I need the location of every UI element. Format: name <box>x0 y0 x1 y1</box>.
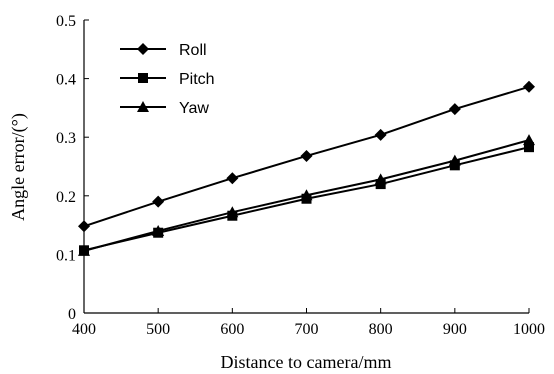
square-marker <box>524 142 534 153</box>
x-tick-label: 800 <box>369 321 393 338</box>
triangle-marker <box>137 101 149 112</box>
series-roll <box>78 80 535 233</box>
triangle-marker <box>226 206 239 218</box>
square-marker <box>138 73 148 83</box>
x-tick-label: 400 <box>72 321 96 338</box>
triangle-marker <box>523 134 535 146</box>
plot-area: 400 500 600 700 800 900 1000 0 0.1 0.2 0.3 0.4 0.5 <box>56 13 545 338</box>
x-tick-label: 900 <box>443 321 467 338</box>
diamond-marker <box>152 195 165 208</box>
legend-item-pitch: Pitch <box>120 71 215 88</box>
x-tick-label: 500 <box>146 321 170 338</box>
series-yaw <box>78 134 535 256</box>
y-tick-label: 0.1 <box>56 247 76 264</box>
triangle-marker <box>448 154 461 166</box>
diamond-marker <box>374 128 387 141</box>
legend: Roll Pitch Yaw <box>120 42 215 117</box>
x-ticks: 400 500 600 700 800 900 1000 <box>72 308 545 338</box>
x-axis-title: Distance to camera/mm <box>221 352 392 372</box>
diamond-marker <box>78 220 90 233</box>
legend-label: Roll <box>179 42 207 59</box>
triangle-marker <box>78 244 90 256</box>
legend-label: Yaw <box>179 100 209 117</box>
diamond-marker <box>523 80 535 93</box>
y-tick-label: 0.4 <box>56 72 76 89</box>
x-tick-label: 600 <box>220 321 244 338</box>
y-axis-title: Angle error/(°) <box>8 113 29 221</box>
legend-label: Pitch <box>179 71 215 88</box>
legend-item-roll: Roll <box>120 42 207 59</box>
triangle-marker <box>300 189 313 201</box>
x-tick-label: 1000 <box>513 321 545 338</box>
triangle-marker <box>152 224 165 236</box>
diamond-marker <box>226 172 239 185</box>
y-tick-label: 0.3 <box>56 130 76 147</box>
triangle-marker <box>374 173 387 185</box>
diamond-marker <box>137 43 149 55</box>
y-tick-label: 0.2 <box>56 189 76 206</box>
legend-item-yaw: Yaw <box>120 100 209 117</box>
diamond-marker <box>300 149 313 162</box>
diamond-marker <box>448 103 461 116</box>
y-tick-label: 0 <box>68 306 76 323</box>
series-layer <box>78 80 535 256</box>
y-tick-label: 0.5 <box>56 13 76 30</box>
x-tick-label: 700 <box>295 321 319 338</box>
